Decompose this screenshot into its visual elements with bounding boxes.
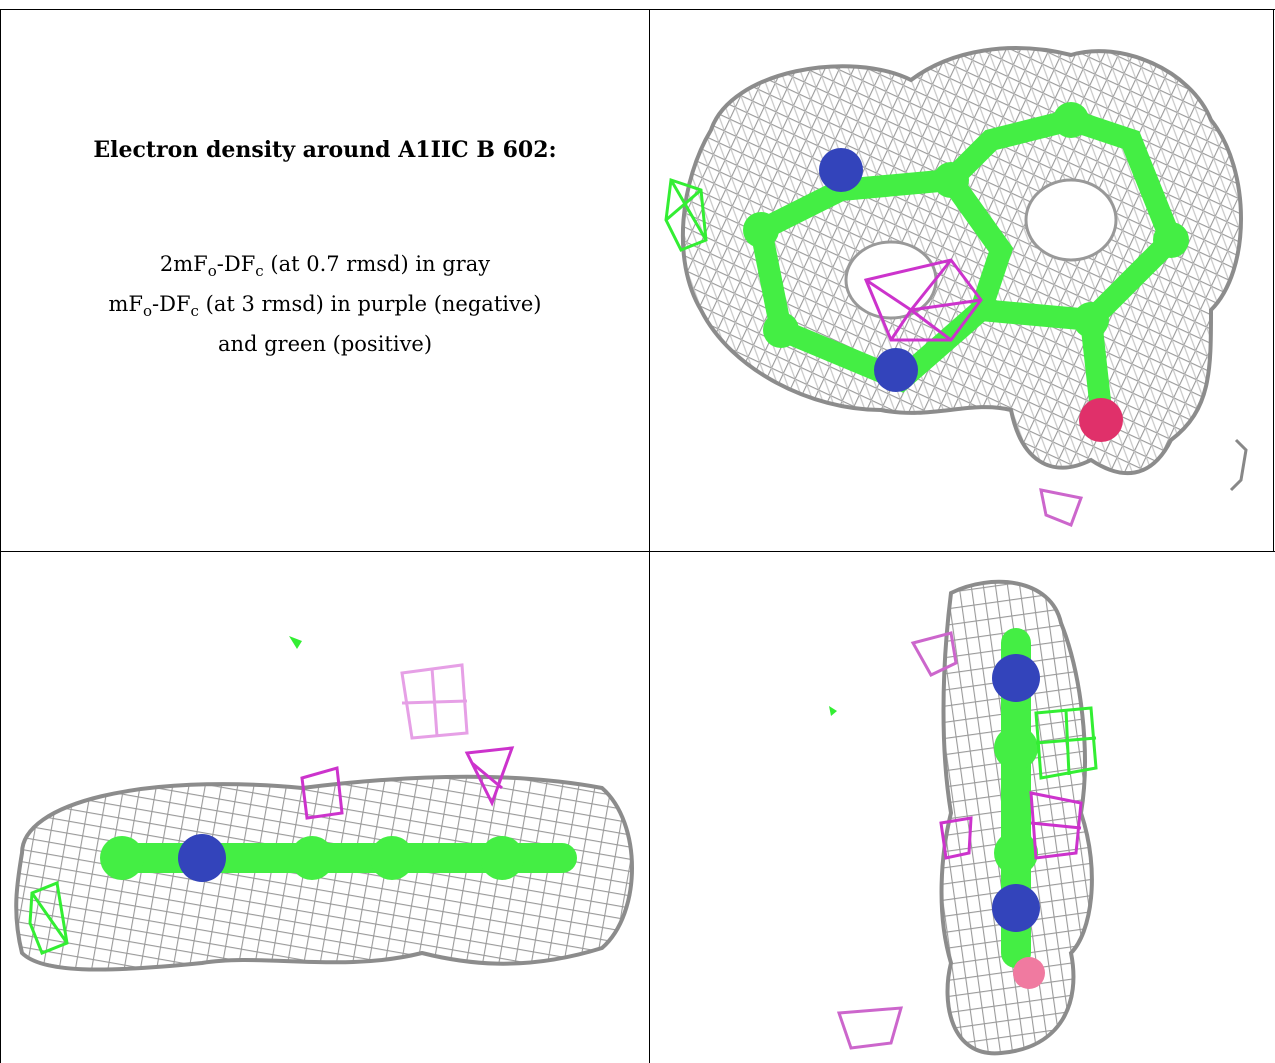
atom-nitrogen — [992, 884, 1040, 932]
mesh-positive-small — [289, 636, 302, 649]
density-side-view — [2, 553, 648, 1063]
atom-nitrogen-2 — [874, 348, 918, 392]
caption-fofc-line: mFo-DFc (at 3 rmsd) in purple (negative) — [108, 292, 542, 321]
caption-2fofc-line: 2mFo-DFc (at 0.7 rmsd) in gray — [159, 252, 491, 281]
atom-carbon — [994, 726, 1038, 770]
atom-carbon — [994, 831, 1038, 875]
atom-carbon — [480, 836, 524, 880]
table-column-divider — [649, 9, 650, 1063]
table-left-border — [0, 9, 1, 1063]
mesh-fragment — [1229, 438, 1248, 492]
mesh-negative — [863, 258, 983, 342]
atom-carbon — [290, 836, 334, 880]
mesh-negative-small — [1039, 488, 1084, 527]
atom-carbon — [370, 836, 414, 880]
table-right-border — [1273, 9, 1274, 552]
side-view-figure — [14, 636, 634, 972]
atom-nitrogen-1 — [819, 148, 863, 192]
table-row-divider — [0, 551, 1275, 552]
atom-oxygen — [1079, 398, 1123, 442]
mesh-negative-pale — [836, 1006, 904, 1050]
mesh-negative-pale — [400, 663, 469, 740]
atom-nitrogen — [178, 834, 226, 882]
atom-carbon — [100, 836, 144, 880]
atom-carbon — [1073, 302, 1109, 338]
table-top-border — [0, 9, 1275, 10]
mesh-negative — [939, 816, 973, 860]
mesh-hole-2 — [844, 240, 938, 320]
top-view-figure — [664, 46, 1248, 527]
edge-view-figure — [829, 579, 1098, 1056]
mesh-positive-small — [829, 706, 837, 716]
atom-carbon — [1153, 222, 1189, 258]
density-edge-view — [651, 553, 1273, 1063]
caption-color-line: and green (positive) — [217, 332, 433, 356]
atom-carbon — [1053, 102, 1089, 138]
atom-carbon — [933, 162, 969, 198]
mesh-hole-1 — [1024, 178, 1118, 262]
mesh-negative — [464, 746, 515, 807]
mesh-negative — [300, 766, 344, 820]
atom-nitrogen — [992, 654, 1040, 702]
density-top-view — [651, 10, 1273, 552]
mesh-positive — [664, 177, 708, 252]
caption-title: Electron density around A1IIC B 602: — [93, 137, 557, 163]
mesh-positive — [28, 880, 69, 955]
atom-carbon — [763, 312, 799, 348]
mesh-negative — [1029, 791, 1083, 860]
mesh-positive — [1034, 706, 1098, 780]
atom-oxygen — [1013, 957, 1045, 989]
atom-carbon — [743, 212, 779, 248]
mesh-negative-pale — [910, 631, 958, 677]
caption-cell: Electron density around A1IIC B 602: 2mF… — [2, 10, 648, 552]
